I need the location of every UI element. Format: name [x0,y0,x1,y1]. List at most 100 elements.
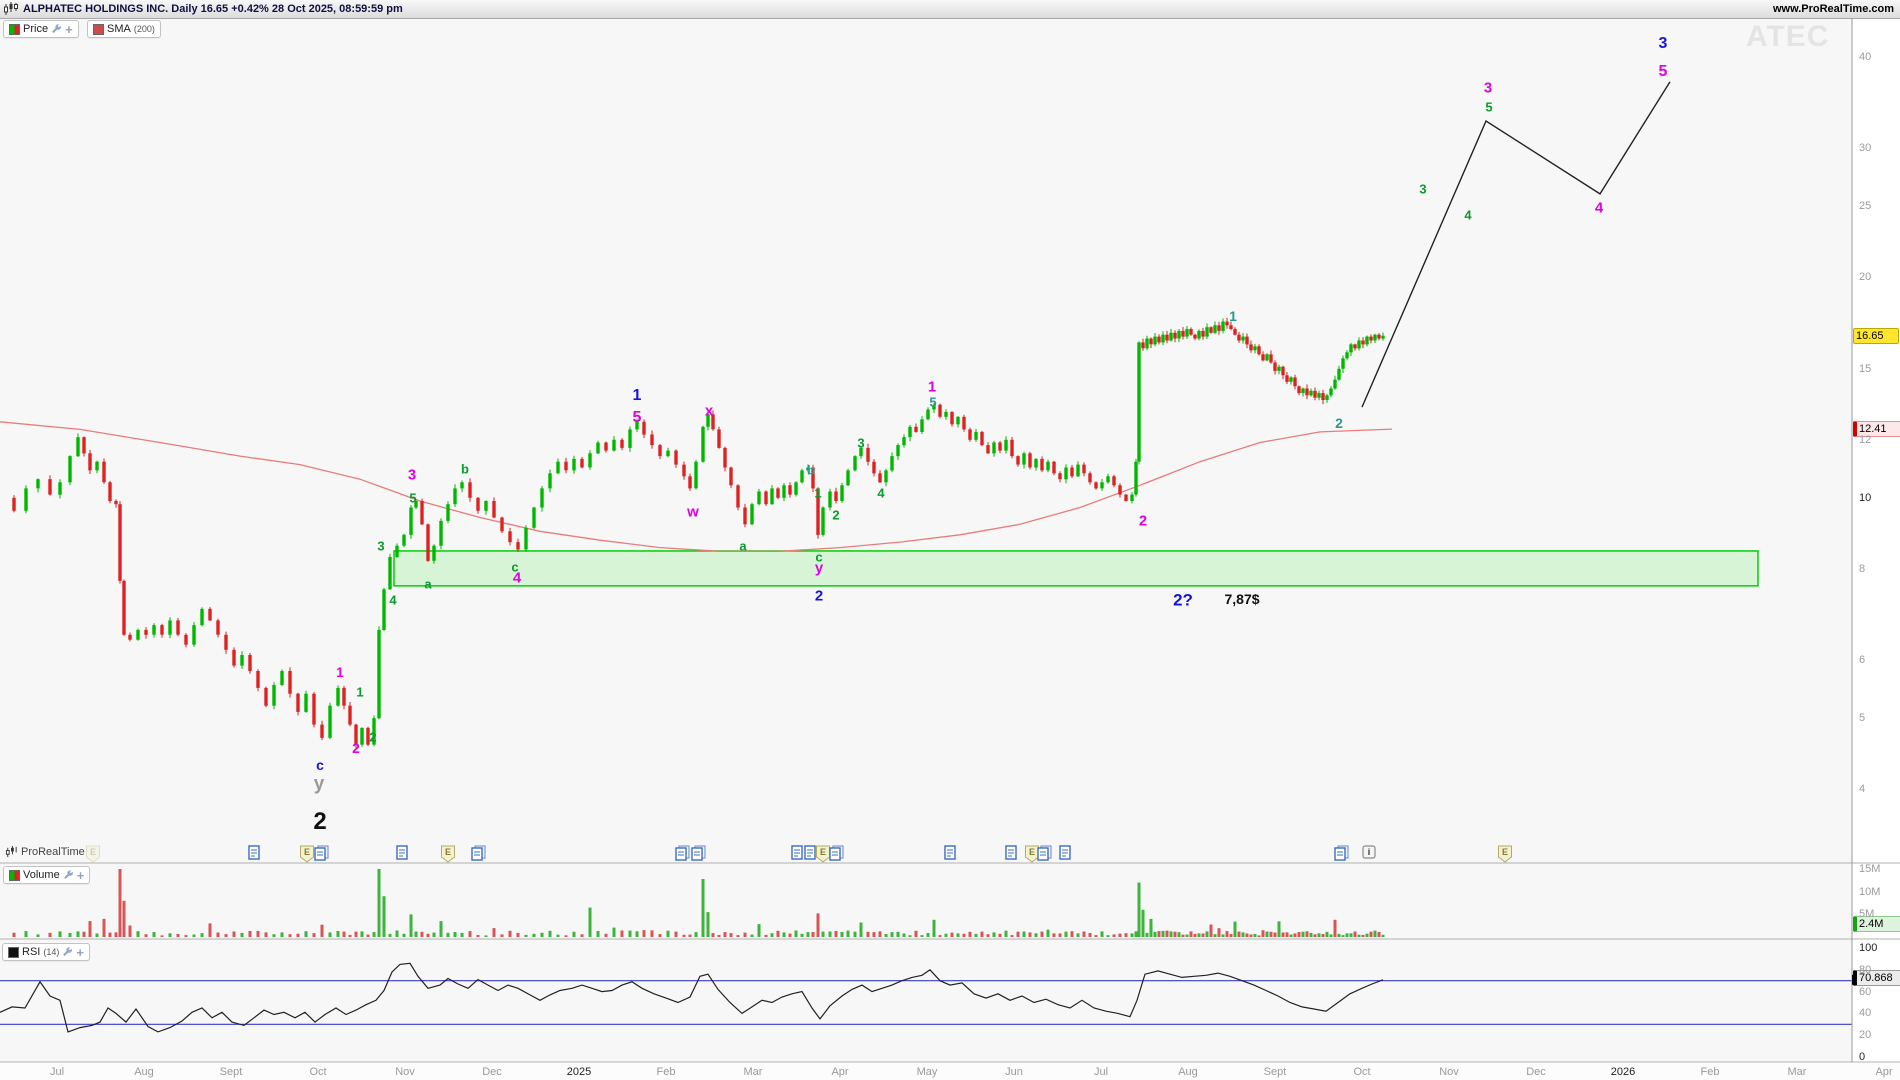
news-event-icon[interactable] [691,845,707,866]
news-event-icon[interactable] [1059,845,1071,865]
wave-label-b[interactable]: b [461,461,469,477]
wave-label-1[interactable]: 1 [1229,308,1237,324]
news-event-icon[interactable] [791,845,803,865]
wave-label-1[interactable]: 1 [927,378,937,396]
wave-label-4[interactable]: 4 [1464,207,1472,223]
wrench-icon[interactable] [62,946,73,958]
time-axis-strip[interactable] [0,1063,1900,1080]
news-event-icon[interactable] [804,845,816,865]
wave-label-2[interactable]: 2? [1173,590,1193,610]
wave-label-3[interactable]: 3 [1419,181,1427,197]
wave-label-5[interactable]: 5 [632,409,642,426]
wave-label-3[interactable]: 3 [857,435,865,451]
earnings-event-icon[interactable]: E [1498,845,1513,868]
wave-label-b[interactable]: b [807,462,815,478]
wave-label-y[interactable]: y [313,773,325,795]
sma-swatch-icon [93,23,104,35]
add-indicator-button[interactable]: + [76,944,84,960]
prorealtime-url[interactable]: www.ProRealTime.com [1772,3,1894,15]
mini-candlestick-icon [4,2,18,15]
earnings-event-icon[interactable]: E [441,845,456,868]
news-event-icon[interactable] [471,845,487,866]
wave-label-y[interactable]: y [814,559,824,577]
volume-value-badge: 2.4M [1853,916,1900,932]
wave-label-1[interactable]: 1 [356,684,364,700]
wave-label-1[interactable]: 1 [814,485,822,501]
rsi-value-badge: 70.868 [1853,970,1900,986]
wave-label-w[interactable]: w [687,503,699,521]
wave-label-3[interactable]: 3 [1483,79,1493,97]
price-swatch-icon [9,23,20,35]
wave-label-1[interactable]: 1 [632,387,642,404]
news-event-icon[interactable] [1334,845,1350,866]
prorealtime-brand: ProRealTime [5,845,85,858]
news-event-icon[interactable] [1005,845,1017,865]
chart-background[interactable] [0,19,1852,1062]
wave-label-5[interactable]: 5 [409,490,417,506]
rsi-period: (14) [43,947,60,957]
news-event-icon[interactable] [396,845,408,865]
chart-title-bar: ALPHATEC HOLDINGS INC. Daily 16.65 +0.42… [0,0,1900,19]
wrench-icon[interactable] [63,869,74,881]
wave-label-2[interactable]: 2 [832,507,840,523]
svg-text:E: E [90,847,96,857]
add-indicator-button[interactable]: + [76,867,85,883]
svg-text:i: i [1368,847,1371,857]
svg-text:E: E [820,847,826,857]
news-event-icon[interactable] [248,845,260,865]
wave-label-4[interactable]: 4 [389,592,397,608]
news-event-icon[interactable] [675,845,691,866]
wave-label-3[interactable]: 3 [407,466,417,484]
rsi-legend[interactable]: RSI (14) + [2,943,90,961]
news-event-icon[interactable] [829,845,845,866]
svg-text:E: E [304,847,310,857]
wrench-icon[interactable] [51,23,62,35]
price-legend-label: Price [23,23,49,35]
wave-label-4[interactable]: 4 [1594,199,1604,217]
wave-label-787[interactable]: 7,87$ [1224,591,1260,607]
wave-label-2[interactable]: 2 [369,729,377,745]
earnings-event-icon[interactable]: E [86,845,101,868]
news-event-icon[interactable] [944,845,956,865]
wave-label-4[interactable]: 4 [512,569,522,587]
earnings-event-icon[interactable]: E [816,845,831,868]
last-price-badge: 16.65 [1853,328,1899,344]
price-legend[interactable]: Price + [3,20,79,38]
wave-label-a[interactable]: a [424,576,432,592]
news-event-icon[interactable] [1037,845,1053,866]
wave-label-c[interactable]: c [511,559,519,575]
sma-legend[interactable]: SMA (200) [87,20,161,38]
wave-label-a[interactable]: a [739,538,747,554]
instrument-watermark: ATEC [1746,20,1830,53]
sma-value-badge: 12.41 [1853,421,1900,437]
volume-legend[interactable]: Volume + [3,866,91,884]
volume-legend-label: Volume [23,869,60,881]
add-indicator-button[interactable]: + [65,21,73,37]
wave-label-1[interactable]: 1 [336,664,344,680]
info-event-icon[interactable]: i [1362,845,1376,864]
wave-label-5[interactable]: 5 [1485,99,1493,115]
price-axis-column[interactable] [1853,19,1900,1062]
earnings-event-icon[interactable]: E [1025,845,1040,868]
wave-label-5[interactable]: 5 [929,394,937,410]
wave-label-x[interactable]: x [704,402,714,420]
wave-label-4[interactable]: 4 [877,485,885,501]
wave-label-2[interactable]: 2 [1138,512,1148,530]
wave-label-2[interactable]: 2 [352,740,360,756]
news-event-icon[interactable] [314,845,330,866]
svg-text:E: E [1502,847,1508,857]
wave-label-2[interactable]: 2 [1335,415,1343,431]
wave-label-2[interactable]: 2 [313,808,327,835]
wave-label-5[interactable]: 5 [1658,63,1668,80]
wave-label-2[interactable]: 2 [814,587,824,605]
wave-label-c[interactable]: c [316,757,324,773]
wave-label-c[interactable]: c [815,549,823,565]
wave-label-3[interactable]: 3 [1658,35,1668,52]
wave-label-3[interactable]: 3 [377,538,385,554]
earnings-event-icon[interactable]: E [300,845,315,868]
instrument-title: ALPHATEC HOLDINGS INC. Daily 16.65 +0.42… [23,3,403,15]
